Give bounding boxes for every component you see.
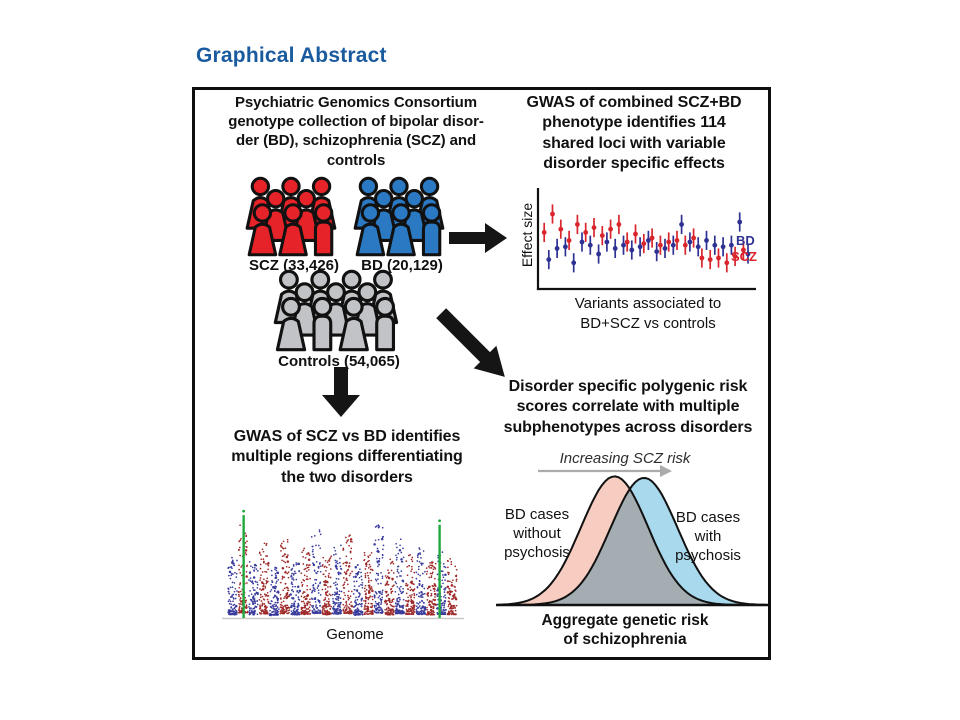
legend-scz-label: SCZ	[731, 249, 757, 264]
manhattan-plot	[222, 509, 464, 620]
scz-crowd-icon	[245, 176, 337, 257]
controls-crowd-icon	[273, 269, 399, 352]
gwas-combined-heading: GWAS of combined SCZ+BD phenotype identi…	[526, 94, 742, 173]
bd-without-psychosis-label: BD cases without psychosis	[504, 506, 570, 561]
effect-size-y-axis-label: Effect size	[519, 202, 535, 268]
page-title: Graphical Abstract	[196, 44, 387, 67]
prs-heading: Disorder specific polygenic risk scores …	[503, 378, 753, 436]
arrow-diagonal-icon	[436, 308, 505, 377]
effect-size-plot	[536, 188, 756, 291]
effect-size-x-axis-label: Variants associated to BD+SCZ vs control…	[574, 295, 722, 333]
increasing-scz-risk-label: Increasing SCZ risk	[559, 450, 691, 467]
legend-bd-label: BD	[736, 233, 755, 248]
arrow-right-icon	[449, 223, 507, 253]
arrow-down-icon	[322, 367, 360, 417]
bd-count-label: BD (20,129)	[361, 257, 443, 274]
bd-crowd-icon	[353, 176, 445, 257]
scz-count-label: SCZ (33,426)	[248, 257, 340, 274]
risk-distributions-plot	[496, 465, 768, 607]
aggregate-risk-axis-label: Aggregate genetic risk of schizophrenia	[541, 612, 709, 649]
collection-heading: Psychiatric Genomics Consortium genotype…	[228, 94, 484, 169]
bd-with-psychosis-label: BD cases with psychosis	[675, 509, 741, 564]
controls-count-label: Controls (54,065)	[278, 353, 400, 370]
gwas-scz-vs-bd-heading: GWAS of SCZ vs BD identifies multiple re…	[231, 428, 463, 486]
genome-axis-label: Genome	[326, 626, 384, 643]
